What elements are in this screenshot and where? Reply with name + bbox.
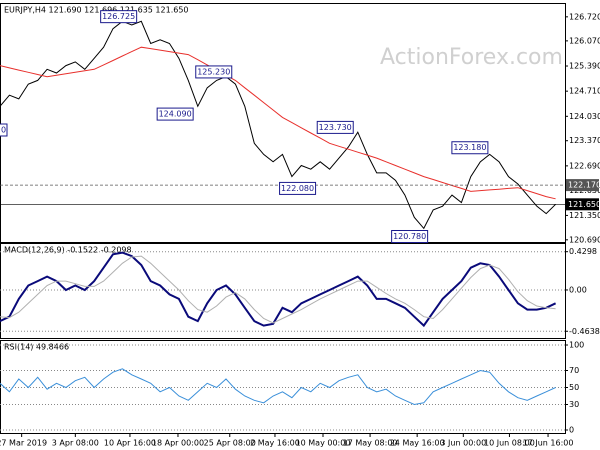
macd-panel: [0, 243, 566, 339]
annotation-box: [279, 181, 317, 195]
y-tick-label: 70: [569, 366, 579, 375]
x-tick-label: 17 May 08:00: [343, 439, 398, 448]
y-tick-label: 126.070: [569, 36, 600, 45]
series-line: [0, 20, 556, 230]
annotation-label: 0: [1, 126, 6, 135]
y-tick-label: 0.00: [569, 285, 587, 294]
y-tick-label: 121.350: [569, 211, 600, 220]
annotation-box: [391, 229, 429, 243]
annotation-box: [451, 141, 489, 155]
y-tick-label: 120.690: [569, 235, 600, 244]
annotation-label: 124.090: [159, 110, 192, 119]
price-label: 122.170: [568, 181, 600, 190]
y-tick-label: 0: [569, 426, 574, 435]
y-tick-label: 122.690: [569, 161, 600, 170]
annotation-box: [100, 10, 138, 24]
y-tick-label: 30: [569, 400, 579, 409]
price-box: [566, 198, 599, 211]
x-tick-label: 2 May 16:00: [250, 439, 300, 448]
series-line: [0, 368, 556, 406]
x-tick-label: 27 Mar 2019: [0, 439, 47, 448]
main-panel: [0, 3, 566, 243]
x-tick-label: 18 Apr 00:00: [152, 439, 204, 448]
annotation-box: [156, 107, 194, 121]
panel-title: MACD(12,26,9) -0.1522 -0.2098: [4, 246, 132, 255]
price-label: 121.650: [568, 200, 600, 209]
annotation-label: 126.725: [102, 12, 135, 21]
panel-title: RSI(14) 49.8466: [4, 343, 69, 352]
annotation-box: [195, 65, 233, 79]
watermark: ActionForex.com: [380, 45, 563, 70]
series-line: [0, 46, 556, 200]
y-tick-label: 126.720: [569, 12, 600, 21]
x-tick-label: 25 Apr 08:00: [204, 439, 256, 448]
x-tick-label: 17 Jun 16:00: [523, 439, 574, 448]
y-tick-label: 0.4298: [569, 247, 597, 256]
series-line: [0, 255, 556, 324]
annotation-box: [0, 123, 8, 137]
x-tick-label: 10 May 00:00: [296, 439, 351, 448]
y-tick-label: 123.370: [569, 136, 600, 145]
y-tick-label: 125.390: [569, 62, 600, 71]
y-tick-label: 124.030: [569, 112, 600, 121]
annotation-label: 122.080: [281, 184, 314, 193]
x-tick-label: 3 Apr 08:00: [52, 439, 99, 448]
y-tick-label: 124.710: [569, 87, 600, 96]
annotation-box: [316, 120, 354, 134]
annotation-label: 120.780: [393, 232, 426, 241]
price-box: [566, 179, 599, 192]
x-tick-label: 24 May 16:00: [390, 439, 445, 448]
panel-title: EURJPY,H4 121.690 121.696 121.635 121.65…: [4, 6, 189, 15]
series-line: [0, 251, 557, 328]
y-tick-label: -0.4638: [569, 327, 600, 336]
x-tick-label: 10 Apr 16:00: [104, 439, 156, 448]
y-tick-label: 50: [569, 383, 579, 392]
annotation-label: 125.230: [197, 67, 230, 76]
annotation-label: 123.730: [319, 123, 352, 132]
x-tick-label: 3 Jun 00:00: [440, 439, 486, 448]
x-tick-label: 10 Jun 08:00: [484, 439, 535, 448]
annotation-label: 123.180: [453, 143, 486, 152]
y-tick-label: 100: [569, 341, 584, 350]
